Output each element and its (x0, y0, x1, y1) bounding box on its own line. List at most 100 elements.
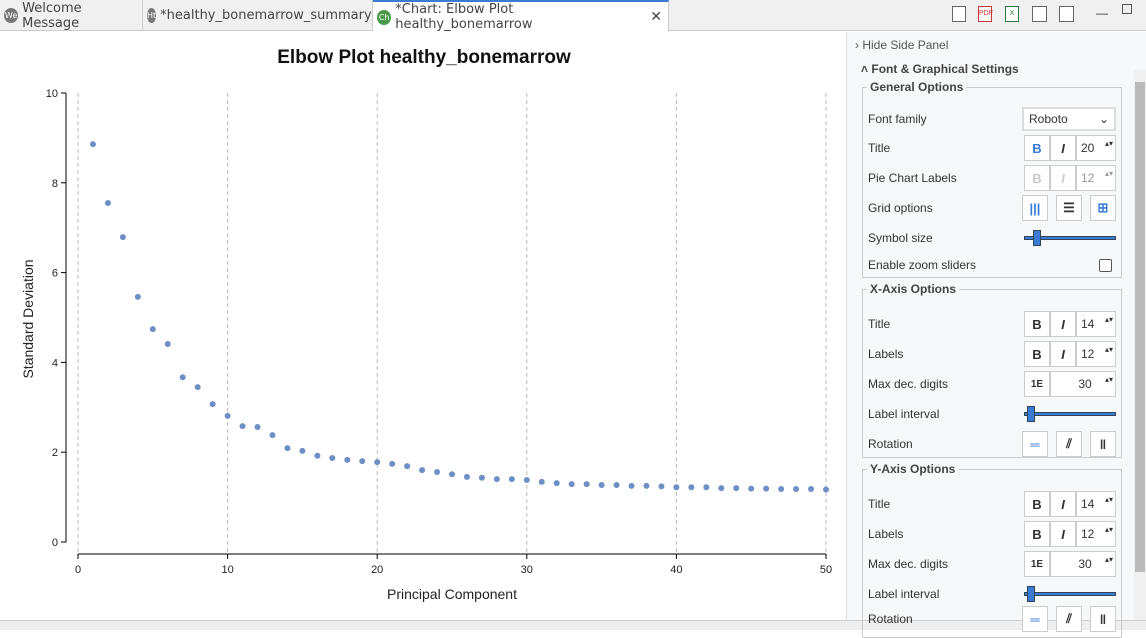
y-tick-label: 0 (52, 537, 58, 549)
data-point (104, 200, 111, 207)
rotation-diagonal-icon[interactable]: ⫽ (1056, 431, 1082, 457)
data-point (209, 401, 216, 408)
tab-summary[interactable]: Ht *healthy_bonemarrow_summary (143, 0, 373, 31)
save-icon[interactable] (1032, 6, 1047, 22)
rotation-horizontal-icon[interactable]: ═ (1022, 431, 1048, 457)
y-maxdec-label: Max dec. digits (868, 557, 949, 571)
save-all-icon[interactable] (1059, 6, 1074, 22)
x-labels-label: Labels (868, 347, 904, 361)
data-point (119, 234, 126, 241)
data-point (808, 486, 815, 493)
data-point (389, 460, 396, 467)
export-excel-icon[interactable]: X (1005, 6, 1019, 22)
tab-chart[interactable]: Ch *Chart: Elbow Plot healthy_bonemarrow ✕ (373, 0, 669, 32)
html-icon: Ht (147, 8, 157, 23)
y-title-label: Title (868, 497, 891, 511)
x-tick-label: 20 (371, 564, 383, 576)
data-point (763, 485, 770, 492)
data-point (583, 481, 590, 488)
minimize-icon[interactable]: — (1096, 6, 1108, 20)
data-point (374, 459, 381, 466)
y-tick-label: 6 (52, 268, 58, 280)
rotation-diagonal-icon[interactable]: ⫽ (1056, 606, 1082, 632)
chevron-down-icon: ⌄ (1098, 112, 1109, 126)
y-tick-label: 2 (52, 447, 58, 459)
data-point (613, 481, 620, 488)
maximize-icon[interactable] (1122, 4, 1132, 14)
data-point (538, 478, 545, 485)
x-tick-label: 0 (75, 564, 81, 576)
x-labels-italic-button[interactable]: I (1050, 341, 1076, 367)
export-image-icon[interactable] (952, 6, 966, 22)
symbol-size-slider[interactable] (1024, 230, 1116, 246)
data-point (568, 481, 575, 488)
zoom-sliders-label: Enable zoom sliders (868, 258, 977, 272)
data-point (329, 455, 336, 462)
vertical-grid-icon[interactable]: ||| (1022, 195, 1048, 221)
rotation-vertical-icon[interactable]: ‖ (1090, 606, 1116, 632)
y-interval-slider[interactable] (1024, 586, 1116, 602)
close-icon[interactable]: ✕ (650, 9, 662, 25)
x-scientific-button[interactable]: 1E (1024, 371, 1050, 397)
zoom-sliders-checkbox[interactable] (1099, 258, 1112, 272)
y-scientific-button[interactable]: 1E (1024, 551, 1050, 577)
x-tick-label: 10 (221, 564, 233, 576)
data-point (434, 468, 441, 475)
data-point (733, 485, 740, 492)
y-labels-italic-button[interactable]: I (1050, 521, 1076, 547)
title-size-spinner[interactable]: 20 (1076, 135, 1116, 161)
horizontal-grid-icon[interactable]: ☰ (1056, 195, 1082, 221)
data-point (523, 477, 530, 484)
x-maxdec-spinner[interactable]: 30 (1050, 371, 1116, 397)
data-point (748, 485, 755, 492)
font-graphical-settings-header[interactable]: ˄ Font & Graphical Settings (861, 62, 1019, 76)
section-title: Font & Graphical Settings (871, 62, 1019, 76)
tab-welcome-message[interactable]: We Welcome Message (0, 0, 143, 31)
chevron-right-icon: › (855, 38, 859, 52)
x-interval-slider[interactable] (1024, 406, 1116, 422)
title-label: Title (868, 141, 891, 155)
x-title-size-spinner[interactable]: 14 (1076, 311, 1116, 337)
y-maxdec-spinner[interactable]: 30 (1050, 551, 1116, 577)
y-labels-size-spinner[interactable]: 12 (1076, 521, 1116, 547)
editor-tab-bar: We Welcome Message Ht *healthy_bonemarrow_… (0, 0, 1146, 32)
x-title-italic-button[interactable]: I (1050, 311, 1076, 337)
x-rotation-label: Rotation (868, 437, 913, 451)
tab-label: *healthy_bonemarrow_summary (160, 8, 372, 23)
rotation-horizontal-icon[interactable]: ═ (1022, 606, 1048, 632)
rotation-vertical-icon[interactable]: ‖ (1090, 431, 1116, 457)
data-point (224, 412, 231, 419)
x-tick-label: 40 (670, 564, 682, 576)
elbow-plot-chart: Elbow Plot healthy_bonemarrow 0 10 20 30 40 5… (20, 47, 832, 602)
y-labels-bold-button[interactable]: B (1024, 521, 1050, 547)
y-title-italic-button[interactable]: I (1050, 491, 1076, 517)
data-point (703, 484, 710, 491)
x-labels-bold-button[interactable]: B (1024, 341, 1050, 367)
chevron-up-icon: ˄ (861, 62, 869, 76)
data-point (179, 374, 186, 381)
y-title-size-spinner[interactable]: 14 (1076, 491, 1116, 517)
status-bar (0, 620, 1146, 630)
data-point (688, 484, 695, 491)
x-labels-size-spinner[interactable]: 12 (1076, 341, 1116, 367)
grid-options-label: Grid options (868, 201, 933, 215)
title-bold-button[interactable]: B (1024, 135, 1050, 161)
side-panel-scrollbar[interactable] (1134, 70, 1146, 620)
title-italic-button[interactable]: I (1050, 135, 1076, 161)
hide-side-panel-button[interactable]: › Hide Side Panel (855, 38, 948, 52)
data-point (239, 423, 246, 430)
tab-label: Welcome Message (22, 0, 82, 31)
x-maxdec-label: Max dec. digits (868, 377, 949, 391)
x-title-bold-button[interactable]: B (1024, 311, 1050, 337)
y-interval-label: Label interval (868, 587, 940, 601)
export-pdf-icon[interactable]: PDF (978, 6, 993, 22)
font-family-select[interactable]: Roboto ⌄ (1022, 107, 1116, 131)
x-title-label: Title (868, 317, 891, 331)
data-point (658, 483, 665, 490)
y-title-bold-button[interactable]: B (1024, 491, 1050, 517)
full-grid-icon[interactable]: ⊞ (1090, 195, 1116, 221)
y-labels-label: Labels (868, 527, 904, 541)
chart-icon: Ch (377, 9, 392, 25)
x-axis-options-title: X-Axis Options (870, 282, 957, 296)
